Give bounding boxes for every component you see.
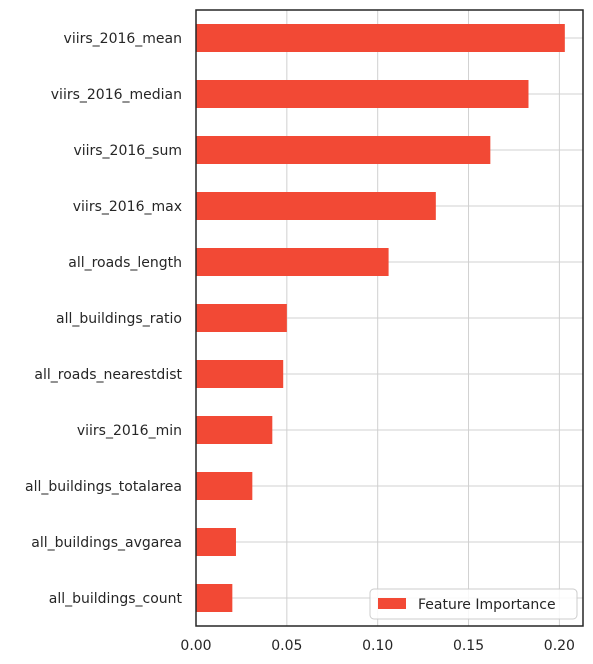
- bar: [196, 304, 287, 332]
- y-tick-label: all_buildings_totalarea: [25, 479, 182, 495]
- bar: [196, 528, 236, 556]
- x-tick-label: 0.05: [271, 638, 302, 654]
- y-tick-label: all_buildings_avgarea: [31, 535, 182, 551]
- bar: [196, 360, 284, 388]
- bar: [196, 472, 253, 500]
- x-tick-label: 0.10: [362, 638, 393, 654]
- legend: Feature Importance: [369, 588, 578, 620]
- y-tick-label: viirs_2016_median: [51, 87, 182, 103]
- y-tick-label: viirs_2016_min: [77, 423, 182, 439]
- y-tick-label: viirs_2016_max: [73, 199, 182, 215]
- legend-swatch: [378, 598, 406, 609]
- bar: [196, 80, 529, 108]
- bars: [196, 24, 565, 612]
- y-tick-label: all_buildings_ratio: [56, 311, 182, 327]
- y-tick-label: all_roads_length: [68, 255, 182, 271]
- x-tick-labels: 0.00 0.05 0.10 0.15 0.20: [180, 638, 575, 654]
- y-tick-label: all_buildings_count: [49, 591, 183, 607]
- legend-box: [369, 588, 578, 620]
- x-tick-label: 0.00: [180, 638, 211, 654]
- x-tick-label: 0.20: [544, 638, 575, 654]
- y-tick-label: viirs_2016_mean: [64, 31, 182, 47]
- bar: [196, 584, 233, 612]
- y-tick-label: viirs_2016_sum: [73, 143, 182, 159]
- bar: [196, 192, 436, 220]
- bar: [196, 24, 565, 52]
- plot-frame: [195, 9, 584, 627]
- y-tick-labels: viirs_2016_mean viirs_2016_median viirs_20…: [25, 31, 182, 607]
- y-tick-label: all_roads_nearestdist: [34, 367, 182, 383]
- bar: [196, 416, 273, 444]
- bar: [196, 248, 389, 276]
- bar: [196, 136, 491, 164]
- legend-label: Feature Importance: [418, 597, 556, 613]
- x-tick-label: 0.15: [453, 638, 484, 654]
